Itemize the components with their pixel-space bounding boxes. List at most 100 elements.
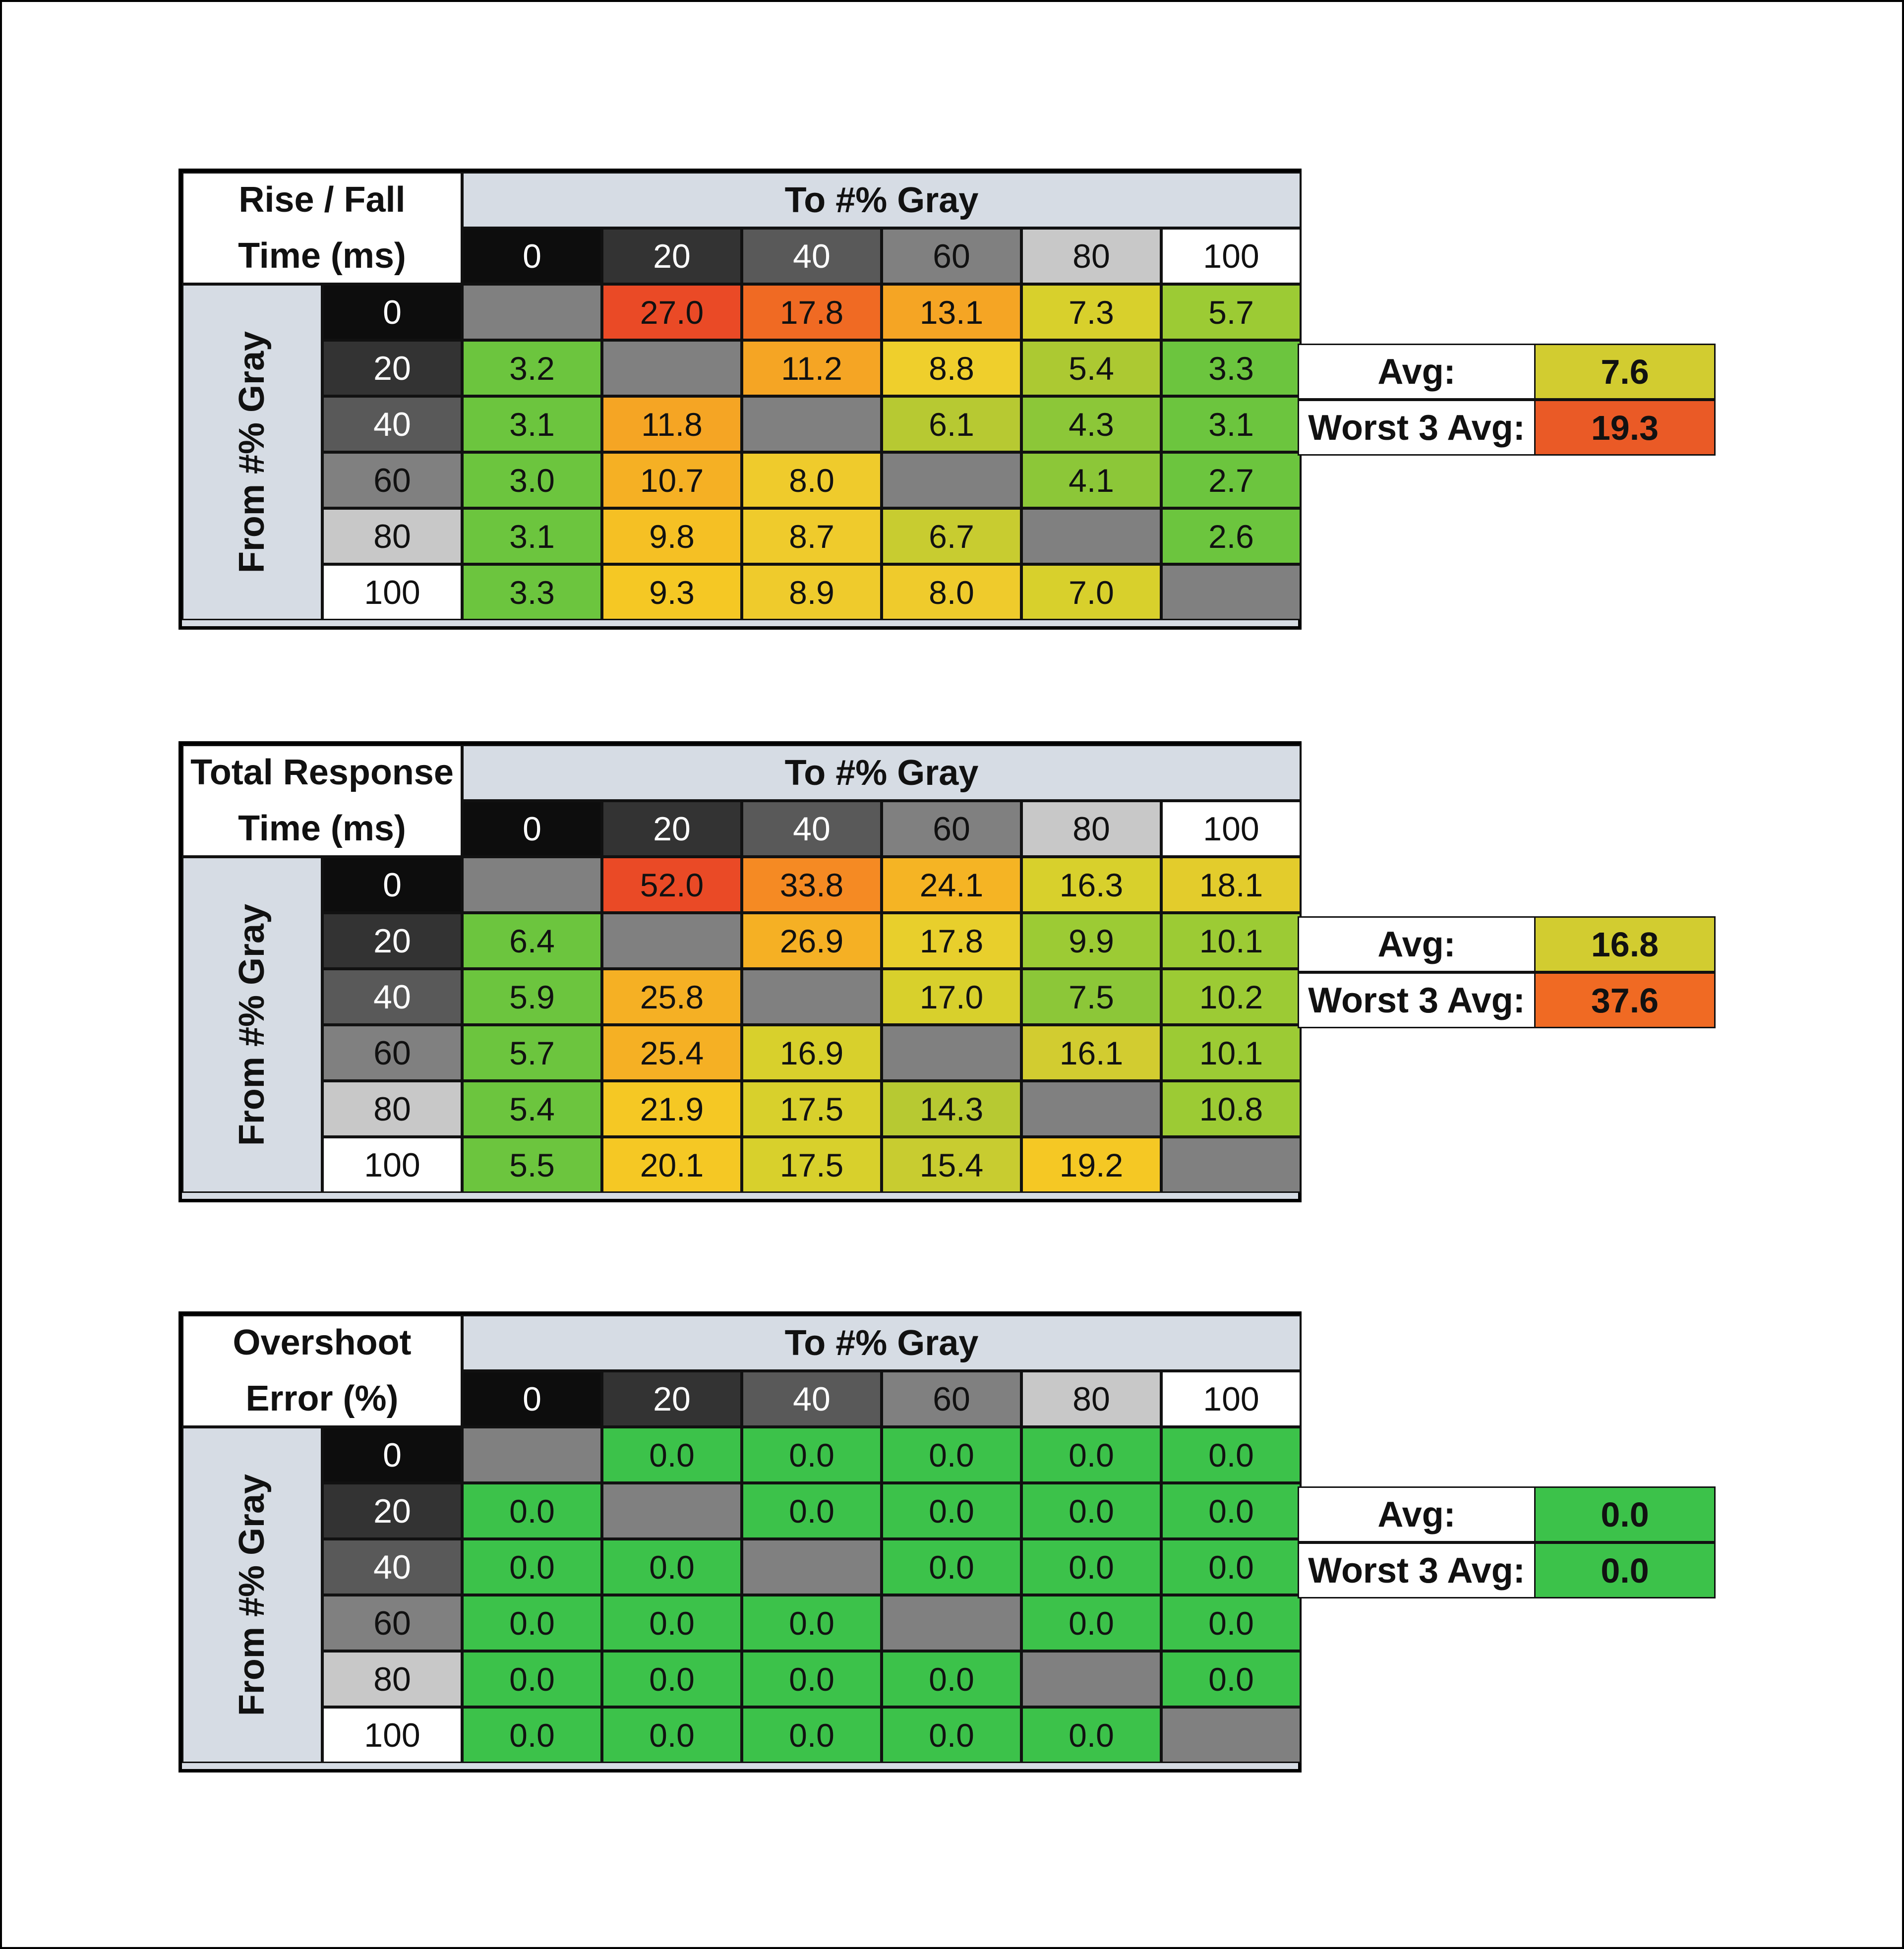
data-cell: 0.0 [742, 1707, 882, 1763]
column-header: 100 [1161, 228, 1301, 284]
diagonal-cell [742, 396, 882, 452]
column-header: 80 [1021, 228, 1161, 284]
data-cell: 10.1 [1161, 913, 1301, 969]
data-cell: 0.0 [602, 1707, 742, 1763]
column-header: 60 [882, 1371, 1021, 1427]
row-header: 20 [322, 1483, 462, 1539]
data-cell: 0.0 [882, 1707, 1021, 1763]
data-cell: 17.8 [882, 913, 1021, 969]
data-cell: 18.1 [1161, 857, 1301, 913]
data-cell: 3.3 [462, 564, 602, 620]
column-header: 40 [742, 228, 882, 284]
column-header: 40 [742, 801, 882, 857]
data-cell: 25.8 [602, 969, 742, 1025]
from-gray-header: From #% Gray [182, 1427, 322, 1763]
data-cell: 4.1 [1021, 452, 1161, 508]
diagonal-cell [742, 969, 882, 1025]
data-cell: 3.1 [1161, 396, 1301, 452]
data-cell: 17.5 [742, 1137, 882, 1193]
data-cell: 0.0 [882, 1427, 1021, 1483]
data-cell: 0.0 [742, 1427, 882, 1483]
data-cell: 0.0 [462, 1651, 602, 1707]
data-cell: 7.5 [1021, 969, 1161, 1025]
data-cell: 8.0 [882, 564, 1021, 620]
data-cell: 9.3 [602, 564, 742, 620]
data-cell: 5.7 [1161, 284, 1301, 340]
data-cell: 0.0 [742, 1651, 882, 1707]
avg-value: 7.6 [1534, 344, 1716, 400]
table-title-line: Time (ms) [238, 809, 406, 848]
data-cell: 17.5 [742, 1081, 882, 1137]
data-cell: 17.0 [882, 969, 1021, 1025]
data-cell: 5.9 [462, 969, 602, 1025]
data-cell: 0.0 [462, 1595, 602, 1651]
row-header: 80 [322, 508, 462, 564]
worst3-avg-value: 0.0 [1534, 1542, 1716, 1598]
data-cell: 10.2 [1161, 969, 1301, 1025]
data-cell: 8.9 [742, 564, 882, 620]
row-header: 60 [322, 452, 462, 508]
data-cell: 3.1 [462, 396, 602, 452]
data-cell: 9.9 [1021, 913, 1161, 969]
row-header: 100 [322, 1137, 462, 1193]
column-header: 80 [1021, 801, 1161, 857]
data-cell: 0.0 [1161, 1483, 1301, 1539]
data-cell: 17.8 [742, 284, 882, 340]
from-gray-label: From #% Gray [232, 1474, 272, 1716]
avg-label: Avg: [1298, 1486, 1536, 1542]
avg-label: Avg: [1298, 344, 1536, 400]
data-cell: 27.0 [602, 284, 742, 340]
data-cell: 0.0 [1021, 1595, 1161, 1651]
worst3-avg-value: 19.3 [1534, 400, 1716, 456]
from-gray-label: From #% Gray [232, 331, 272, 574]
data-cell: 14.3 [882, 1081, 1021, 1137]
avg-value: 0.0 [1534, 1486, 1716, 1542]
diagonal-cell [1161, 1707, 1301, 1763]
data-cell: 8.8 [882, 340, 1021, 396]
data-cell: 5.4 [1021, 340, 1161, 396]
diagonal-cell [1161, 564, 1301, 620]
data-cell: 3.2 [462, 340, 602, 396]
data-cell: 0.0 [1021, 1427, 1161, 1483]
data-cell: 5.5 [462, 1137, 602, 1193]
diagonal-cell [1021, 1081, 1161, 1137]
data-cell: 52.0 [602, 857, 742, 913]
data-cell: 0.0 [882, 1483, 1021, 1539]
from-gray-header: From #% Gray [182, 857, 322, 1193]
column-header: 60 [882, 801, 1021, 857]
table-title: Total Response Time (ms) [182, 745, 462, 857]
table-title-line: Time (ms) [238, 236, 406, 276]
data-cell: 2.7 [1161, 452, 1301, 508]
column-header: 0 [462, 228, 602, 284]
data-cell: 15.4 [882, 1137, 1021, 1193]
row-header: 0 [322, 857, 462, 913]
data-cell: 33.8 [742, 857, 882, 913]
data-cell: 3.3 [1161, 340, 1301, 396]
data-cell: 0.0 [882, 1651, 1021, 1707]
data-cell: 0.0 [1021, 1707, 1161, 1763]
data-cell: 0.0 [602, 1427, 742, 1483]
data-cell: 8.7 [742, 508, 882, 564]
diagonal-cell [882, 452, 1021, 508]
data-cell: 0.0 [1021, 1539, 1161, 1595]
data-cell: 0.0 [882, 1539, 1021, 1595]
data-cell: 5.7 [462, 1025, 602, 1081]
worst3-avg-label: Worst 3 Avg: [1298, 972, 1536, 1028]
avg-value: 16.8 [1534, 916, 1716, 972]
column-header: 20 [602, 228, 742, 284]
data-cell: 10.1 [1161, 1025, 1301, 1081]
column-header: 100 [1161, 1371, 1301, 1427]
worst3-avg-label: Worst 3 Avg: [1298, 1542, 1536, 1598]
avg-label: Avg: [1298, 916, 1536, 972]
diagonal-cell [1021, 508, 1161, 564]
table-title-line: Overshoot [233, 1323, 412, 1362]
column-header: 100 [1161, 801, 1301, 857]
diagonal-cell [462, 857, 602, 913]
row-header: 40 [322, 1539, 462, 1595]
gray-to-gray-table: Total Response Time (ms) To #% Gray From #%… [178, 741, 1302, 1202]
data-cell: 7.3 [1021, 284, 1161, 340]
data-cell: 3.0 [462, 452, 602, 508]
data-cell: 6.4 [462, 913, 602, 969]
from-gray-label: From #% Gray [232, 903, 272, 1146]
data-cell: 6.7 [882, 508, 1021, 564]
